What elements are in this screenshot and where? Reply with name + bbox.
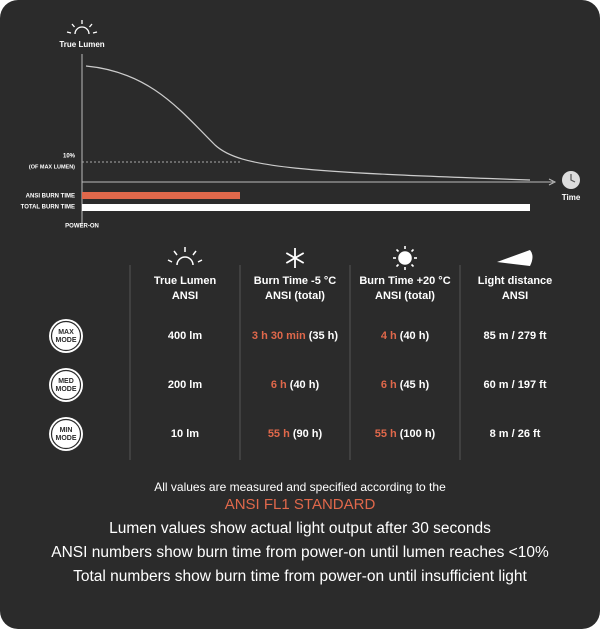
- column-header: ANSI: [502, 290, 528, 302]
- column-header: Burn Time +20 °C: [359, 275, 450, 287]
- mode-badge: [49, 417, 83, 451]
- column-header: ANSI (total): [375, 290, 435, 302]
- total-bar: [82, 204, 530, 211]
- table-cell: 6 h (45 h): [381, 379, 430, 391]
- ansi-bar: [82, 192, 240, 199]
- column-header: ANSI: [172, 290, 198, 302]
- column-dividers: [129, 265, 461, 460]
- cell-total: (90 h): [293, 428, 323, 440]
- mode-label: MODE: [56, 435, 77, 442]
- table-cell: 55 h (90 h): [268, 428, 323, 440]
- table-cell: 8 m / 26 ft: [490, 428, 541, 440]
- column-header: Burn Time -5 °C: [254, 275, 336, 287]
- start-label: POWER-ON: [65, 224, 99, 230]
- cell-total: (35 h): [309, 330, 339, 342]
- sun-outline-icon: [167, 247, 203, 266]
- mode-label: MIN: [60, 427, 73, 434]
- snowflake-icon: [285, 248, 305, 268]
- table-cell: 60 m / 197 ft: [484, 379, 547, 391]
- clock-icon: [562, 171, 580, 189]
- table-cell: 10 lm: [171, 428, 199, 440]
- table-cell: 3 h 30 min (35 h): [252, 330, 338, 342]
- cell-highlight: 3 h 30 min: [252, 330, 306, 342]
- column-header: Light distance: [478, 275, 553, 287]
- footer-standard: ANSI FL1 STANDARD: [225, 496, 376, 513]
- mode-label: MODE: [56, 386, 77, 393]
- mode-badge-ring: [50, 418, 82, 450]
- table-cell: 400 lm: [168, 330, 202, 342]
- column-header: True Lumen: [154, 275, 217, 287]
- mode-badge-ring: [50, 320, 82, 352]
- footer-line: Total numbers show burn time from power-…: [73, 568, 527, 585]
- table-cell: 85 m / 279 ft: [484, 330, 547, 342]
- x-axis-label: Time: [562, 193, 581, 202]
- mode-badge-ring: [50, 369, 82, 401]
- threshold-label: 10%: [63, 154, 76, 160]
- sun-outline-icon: [66, 20, 98, 35]
- mode-badge: [49, 368, 83, 402]
- column-header: ANSI (total): [265, 290, 325, 302]
- cell-total: (40 h): [400, 330, 430, 342]
- ansi-bar-label: ANSI BURN TIME: [26, 194, 75, 200]
- y-axis-label: True Lumen: [59, 40, 104, 49]
- footer-note: All values are measured and specified ac…: [154, 480, 446, 494]
- threshold-sub: (OF MAX LUMEN): [29, 164, 75, 170]
- cell-total: (45 h): [400, 379, 430, 391]
- table-cell: 4 h (40 h): [381, 330, 430, 342]
- total-bar-label: TOTAL BURN TIME: [21, 205, 75, 211]
- footer-line: ANSI numbers show burn time from power-o…: [51, 544, 549, 561]
- x-axis-arrow: [548, 178, 557, 186]
- sun-icon: [393, 246, 417, 270]
- footer-line: Lumen values show actual light output af…: [109, 520, 491, 537]
- cell-highlight: 55 h: [268, 428, 290, 440]
- lumen-curve: [85, 65, 531, 181]
- table-cell: 55 h (100 h): [375, 428, 436, 440]
- mode-label: MED: [58, 378, 74, 385]
- cell-highlight: 4 h: [381, 330, 397, 342]
- cell-total: (40 h): [290, 379, 320, 391]
- table-cell: 6 h (40 h): [271, 379, 320, 391]
- mode-label: MAX: [58, 329, 74, 336]
- cell-highlight: 55 h: [375, 428, 397, 440]
- cell-highlight: 6 h: [271, 379, 287, 391]
- mode-badge: [49, 319, 83, 353]
- beam-icon: [497, 250, 533, 266]
- table-cell: 200 lm: [168, 379, 202, 391]
- mode-label: MODE: [56, 337, 77, 344]
- cell-highlight: 6 h: [381, 379, 397, 391]
- cell-total: (100 h): [400, 428, 436, 440]
